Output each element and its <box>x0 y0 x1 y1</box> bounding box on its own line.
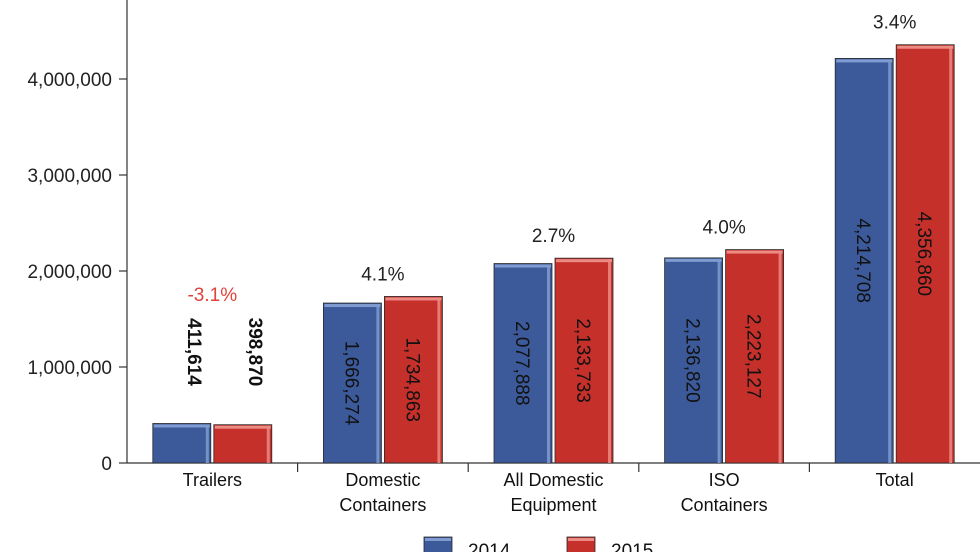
bar-2015 <box>383 296 443 464</box>
percent-change-label: -3.1% <box>187 285 237 306</box>
value-label-2015: 2,133,733 <box>572 318 593 403</box>
bar-body <box>554 257 614 464</box>
value-label-2014: 4,214,708 <box>852 218 873 303</box>
bar-highlight-top <box>556 259 612 263</box>
bar-highlight-side <box>376 304 380 463</box>
bar-highlight-side <box>266 425 270 463</box>
bar-highlight-side <box>437 297 441 463</box>
bar-highlight-top <box>665 258 722 262</box>
bar-body <box>152 423 212 464</box>
value-label-2015: 1,734,863 <box>401 337 422 422</box>
legend-item-2015: 2015 <box>566 536 653 552</box>
bar-highlight-top <box>836 59 893 63</box>
y-axis: 0 1,000,000 2,000,000 3,000,000 4,000,000 <box>27 0 128 475</box>
percent-change-label: 2.7% <box>532 226 575 247</box>
bar-highlight-side <box>778 250 782 463</box>
bar-2014 <box>834 57 894 464</box>
bar-highlight-top <box>897 45 954 49</box>
bar-highlight-side <box>888 59 892 463</box>
bar-highlight-top <box>726 250 783 254</box>
bar-body <box>834 57 894 464</box>
bar-highlight-top <box>385 297 442 301</box>
x-category-label: Total <box>876 470 914 490</box>
percent-change-label: 4.1% <box>361 264 404 285</box>
value-label-2014: 2,136,820 <box>682 318 703 403</box>
percent-change-label: 3.4% <box>873 13 916 34</box>
y-tick-label: 4,000,000 <box>27 70 112 91</box>
y-tick-label: 3,000,000 <box>27 166 112 187</box>
x-category-label: Domestic Containers <box>339 470 426 515</box>
x-category-label: ISO Containers <box>681 470 768 515</box>
value-label-2014: 1,666,274 <box>340 341 361 426</box>
x-category-label: Trailers <box>183 470 242 490</box>
legend-item-2014: 2014 <box>423 536 511 552</box>
percent-change-label: 4.0% <box>702 218 745 239</box>
bar-highlight-side <box>608 259 611 463</box>
value-label-2015: 398,870 <box>244 318 265 387</box>
y-tick-label: 2,000,000 <box>27 262 112 283</box>
bar-body <box>664 257 723 464</box>
legend-swatch-highlight <box>568 538 594 541</box>
value-label-2015: 2,223,127 <box>743 314 764 399</box>
bar-2014 <box>152 423 212 464</box>
value-label-2014: 411,614 <box>183 318 204 386</box>
bar-2014 <box>322 302 382 464</box>
bar-2014 <box>493 263 553 464</box>
x-category-label: All Domestic Equipment <box>503 470 603 515</box>
bar-highlight-top <box>153 424 210 428</box>
bar-highlight-side <box>205 424 209 463</box>
bar-body <box>213 424 273 464</box>
bar-highlight-top <box>324 304 381 308</box>
data-labels: 411,614 398,870 -3.1% 1,666,274 1,734,863 4.1… <box>183 13 934 426</box>
bar-body <box>493 263 553 464</box>
bar-highlight-side <box>949 45 953 463</box>
bar-body <box>383 296 443 464</box>
bar-2015 <box>213 424 273 464</box>
value-label-2015: 4,356,860 <box>913 212 934 297</box>
bar-highlight-top <box>214 425 271 429</box>
legend-label: 2015 <box>611 541 653 552</box>
bar-2015 <box>895 44 955 464</box>
bar-body <box>322 302 382 464</box>
value-label-2014: 2,077,888 <box>511 321 532 406</box>
bar-body <box>725 249 784 464</box>
legend-swatch-highlight <box>425 538 451 541</box>
y-tick-label: 0 <box>101 454 112 475</box>
y-tick-label: 1,000,000 <box>27 358 112 379</box>
bar-2014 <box>664 257 723 464</box>
bar-highlight-side <box>717 258 721 463</box>
legend-label: 2014 <box>468 541 511 552</box>
legend: 2014 2015 <box>423 536 653 552</box>
x-axis: Trailers Domestic Containers All Domestic Eq… <box>127 462 980 515</box>
bars <box>152 44 955 464</box>
bar-body <box>895 44 955 464</box>
bar-highlight-side <box>547 264 550 463</box>
bar-2015 <box>725 249 784 464</box>
bar-highlight-top <box>495 264 551 268</box>
bar-2015 <box>554 257 614 464</box>
